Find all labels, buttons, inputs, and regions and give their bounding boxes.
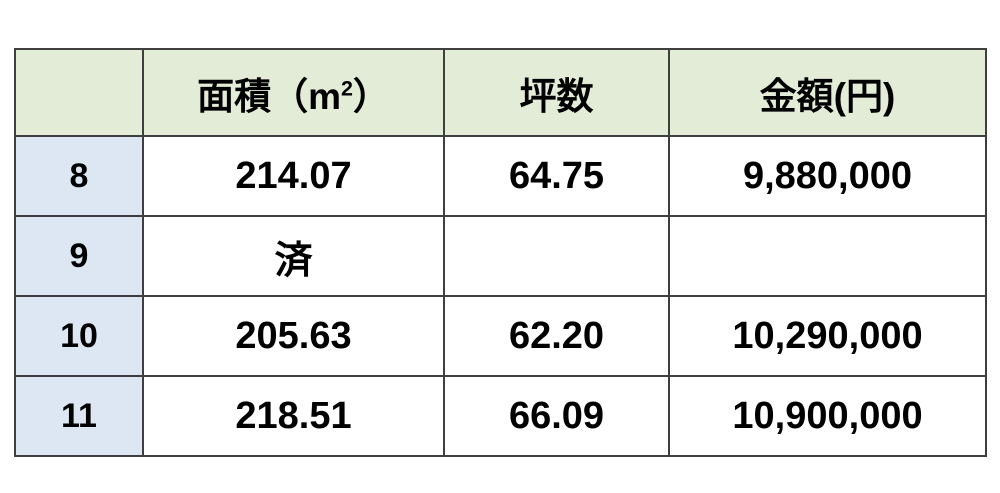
row-amount-cell: 10,290,000	[668, 295, 987, 377]
column-header-area: 面積（m2）	[142, 48, 445, 137]
column-header-index	[14, 48, 144, 137]
table-header-row: 面積（m2） 坪数 金額(円)	[14, 48, 987, 137]
row-area-cell: 205.63	[142, 295, 445, 377]
column-header-amount: 金額(円)	[668, 48, 987, 137]
table-row: 9 済	[14, 215, 987, 297]
column-header-area-base: 面積（m	[197, 75, 341, 117]
row-amount-cell: 9,880,000	[668, 135, 987, 217]
table-row: 11 218.51 66.09 10,900,000	[14, 375, 987, 457]
column-header-area-superscript: 2	[340, 76, 353, 101]
table-row: 10 205.63 62.20 10,290,000	[14, 295, 987, 377]
column-header-tsubo: 坪数	[443, 48, 670, 137]
table-body: 8 214.07 64.75 9,880,000 9 済 10 205.63 6…	[14, 135, 987, 457]
row-area-cell: 218.51	[142, 375, 445, 457]
row-index-cell: 11	[14, 375, 144, 457]
row-area-cell: 214.07	[142, 135, 445, 217]
row-tsubo-cell: 66.09	[443, 375, 670, 457]
column-header-area-tail: ）	[352, 75, 390, 117]
row-index-cell: 9	[14, 215, 144, 297]
row-index-cell: 10	[14, 295, 144, 377]
table-row: 8 214.07 64.75 9,880,000	[14, 135, 987, 217]
data-table: 面積（m2） 坪数 金額(円) 8 214.07 64.75 9,880,000…	[14, 48, 987, 457]
row-tsubo-cell: 64.75	[443, 135, 670, 217]
row-amount-cell: 10,900,000	[668, 375, 987, 457]
row-tsubo-cell: 62.20	[443, 295, 670, 377]
row-index-cell: 8	[14, 135, 144, 217]
row-area-cell: 済	[142, 215, 445, 297]
spreadsheet-area: 面積（m2） 坪数 金額(円) 8 214.07 64.75 9,880,000…	[14, 48, 987, 457]
row-tsubo-cell	[443, 215, 670, 297]
row-amount-cell	[668, 215, 987, 297]
